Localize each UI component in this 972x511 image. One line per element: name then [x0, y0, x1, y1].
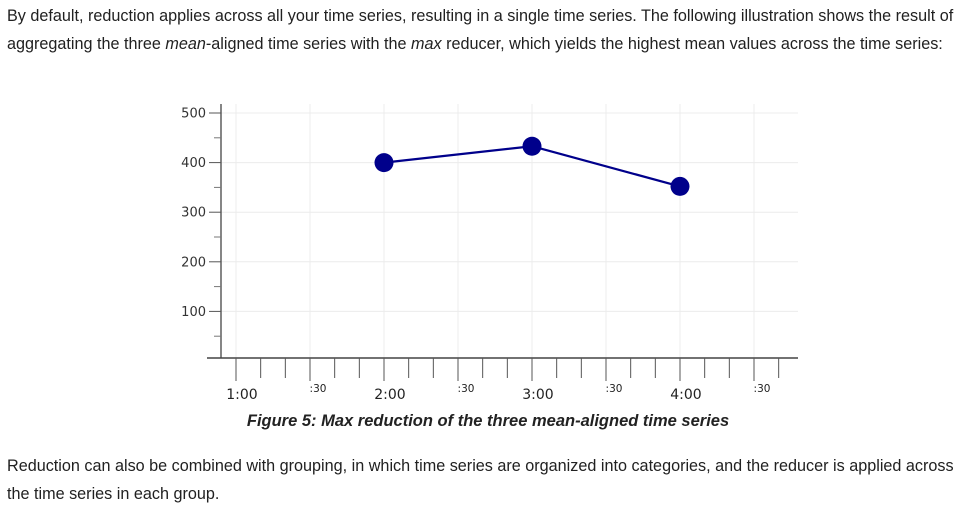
x-tick-label: :30 — [606, 383, 623, 395]
intro-text-3: reducer, which yields the highest mean v… — [441, 35, 943, 53]
y-tick-label: 300 — [181, 206, 206, 221]
y-tick-label: 400 — [181, 156, 206, 171]
x-axis-ticks: 1:00 :30 2:00 :30 3:00 :30 4:00 :30 — [226, 358, 780, 403]
intro-max-emphasis: max — [411, 35, 442, 53]
chart-series — [374, 136, 690, 196]
data-point — [374, 153, 394, 173]
x-tick-label: 3:00 — [522, 387, 553, 403]
max-reduction-chart: 100 200 300 400 500 1:00 :30 2:00 :30 3:00 :30 4:0… — [181, 104, 798, 430]
y-tick-label: 500 — [181, 107, 206, 122]
data-point — [670, 176, 690, 196]
y-tick-label: 200 — [181, 255, 206, 270]
x-tick-label: 4:00 — [670, 387, 701, 403]
data-point — [522, 136, 542, 156]
intro-text-1: By default, reduction applies across all… — [7, 7, 954, 53]
y-axis-ticks: 100 200 300 400 500 — [181, 107, 221, 337]
intro-text-2: -aligned time series with the — [205, 35, 412, 53]
x-tick-label: :30 — [754, 383, 771, 395]
chart-grid — [221, 104, 798, 358]
x-tick-label: :30 — [458, 383, 475, 395]
y-tick-label: 100 — [181, 305, 206, 320]
x-tick-label: :30 — [310, 383, 327, 395]
x-tick-label: 1:00 — [226, 387, 257, 403]
outro-paragraph: Reduction can also be combined with grou… — [7, 457, 954, 503]
figure-caption: Figure 5: Max reduction of the three mea… — [247, 412, 729, 430]
intro-mean-emphasis: mean — [165, 35, 206, 53]
chart-axes — [207, 104, 798, 359]
x-tick-label: 2:00 — [374, 387, 405, 403]
intro-paragraph: By default, reduction applies across all… — [7, 2, 969, 58]
